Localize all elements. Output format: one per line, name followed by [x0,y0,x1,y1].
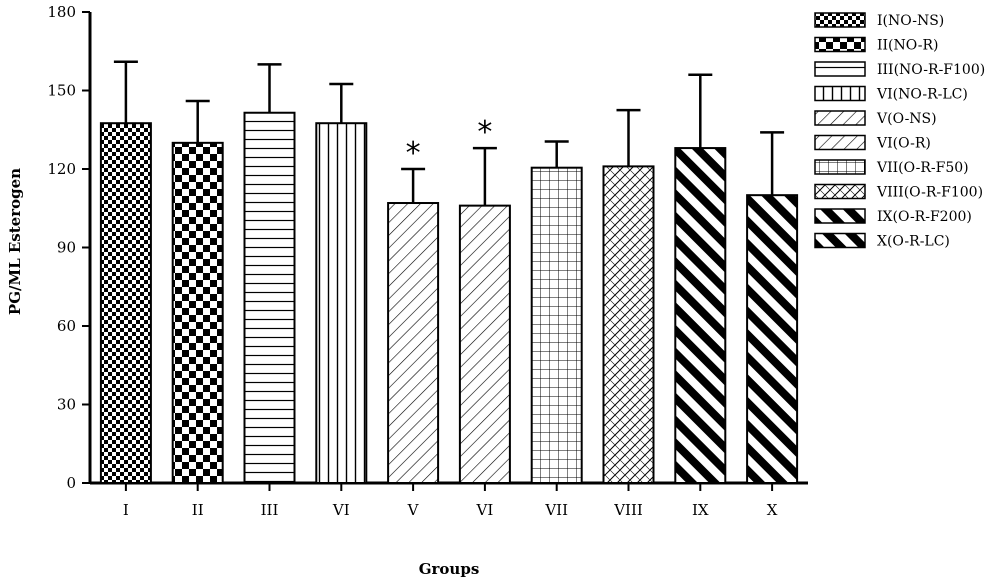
y-tick-label: 120 [47,160,76,178]
significance-marker: * [406,136,421,171]
legend-swatch [814,208,866,224]
x-tick-label: I [123,501,129,519]
bar [458,204,511,484]
x-tick-label: VI [332,501,350,519]
legend-label: VIII(O-R-F100) [876,185,983,201]
y-tick-label: 0 [66,474,76,492]
legend-swatch [814,110,866,126]
x-tick-label: III [261,501,279,519]
legend-label: III(NO-R-F100) [877,62,985,78]
x-ticks: I II III VI V VI VII VIII IX X [123,483,778,519]
bar [674,147,727,484]
legend-label: VI(NO-R-LC) [876,87,968,103]
legend-label: I(NO-NS) [877,13,944,29]
x-tick-label: VIII [613,501,643,519]
y-tick-label: 30 [57,396,76,414]
legend-swatch [814,183,866,200]
x-tick-label: VII [544,501,568,519]
legend: I(NO-NS) II(NO-R) III(NO-R-F100) VI(NO-R-LC… [814,12,985,250]
legend-swatch [814,232,866,249]
bar [243,111,296,484]
x-tick-label: VI [476,501,494,519]
bar [315,122,368,484]
bar [602,165,655,484]
x-tick-label: II [192,501,204,519]
legend-swatch [814,61,866,77]
legend-label: X(O-R-LC) [877,234,950,250]
x-axis-title: Groups [419,560,480,578]
bar [171,141,224,484]
legend-label: V(O-NS) [876,111,937,127]
bars: ** [99,60,799,485]
x-tick-label: IX [692,501,709,519]
y-tick-label: 90 [57,239,76,257]
x-tick-label: X [767,501,778,519]
bar [746,194,799,485]
y-tick-label: 150 [47,82,76,100]
y-tick-label: 180 [47,3,76,21]
bar [530,166,583,484]
legend-swatch [814,85,866,102]
significance-marker: * [477,115,492,150]
legend-label: VI(O-R) [876,136,931,152]
y-tick-label: 60 [57,317,76,335]
bar [387,202,440,484]
legend-swatch [814,134,866,151]
legend-swatch [814,36,866,53]
y-axis-title: PG/ML Esterogen [6,168,24,315]
legend-label: VII(O-R-F50) [876,160,969,176]
legend-label: II(NO-R) [877,38,939,54]
x-tick-label: V [407,501,420,519]
bar [99,122,152,484]
legend-label: IX(O-R-F200) [877,209,972,225]
y-ticks: 0 30 60 90 120 150 180 [47,3,90,492]
legend-swatch [814,159,866,175]
legend-swatch [814,12,866,28]
